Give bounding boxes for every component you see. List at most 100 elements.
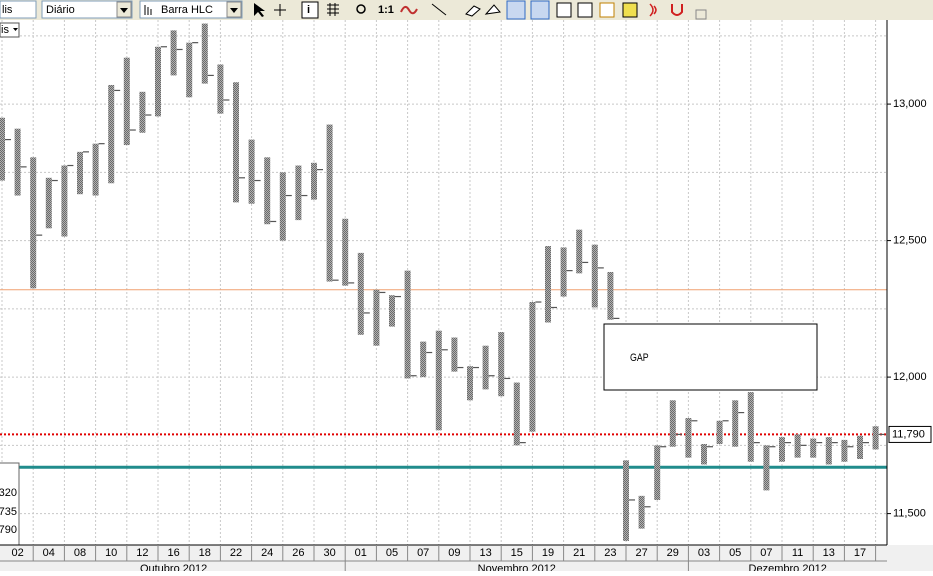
- hlc-bar: [529, 302, 536, 432]
- hlc-bar: [685, 418, 692, 458]
- hlc-bar: [810, 438, 817, 458]
- x-tick-label: 23: [604, 547, 616, 559]
- time-axis: [0, 545, 933, 571]
- hlc-bar: [669, 400, 676, 447]
- period-combo[interactable]: [41, 0, 133, 19]
- hlc-bar: [435, 330, 442, 431]
- hlc-bar: [607, 271, 614, 320]
- hlc-bar: [576, 229, 583, 274]
- x-tick-label: 21: [573, 547, 585, 559]
- hlc-bar: [404, 270, 411, 379]
- hlc-bar: [326, 124, 333, 282]
- hlc-bar: [451, 337, 458, 372]
- y-tick-label: 11,500: [893, 508, 926, 520]
- hlc-bar: [248, 139, 255, 204]
- x-tick-label: 22: [230, 547, 242, 559]
- indicator-tool[interactable]: [400, 6, 418, 15]
- hlc-bar: [872, 426, 879, 450]
- eraser-tool[interactable]: [465, 5, 481, 17]
- hlc-bar: [0, 117, 5, 181]
- hlc-bar: [279, 172, 286, 241]
- x-tick-label: 08: [74, 547, 86, 559]
- hlc-bar: [92, 143, 99, 196]
- x-tick-label: 04: [43, 547, 55, 559]
- template-tool[interactable]: [622, 2, 638, 18]
- x-tick-label: 17: [854, 547, 866, 559]
- price-axis: [887, 20, 933, 545]
- hlc-bar: [654, 445, 661, 500]
- sound-tool[interactable]: [649, 3, 657, 17]
- hlc-bar: [357, 252, 364, 335]
- x-tick-label: 13: [479, 547, 491, 559]
- hlc-bar: [763, 445, 770, 491]
- x-tick-label: 02: [11, 547, 23, 559]
- hlc-bar: [732, 400, 739, 447]
- hlc-bar: [825, 437, 832, 465]
- x-tick-label: 24: [261, 547, 273, 559]
- annotation-text: GAP: [630, 352, 649, 364]
- last-price-label: 11,790: [892, 428, 925, 440]
- template-tool[interactable]: [577, 2, 593, 18]
- template-tool[interactable]: [599, 2, 615, 18]
- hlc-bar: [108, 84, 115, 184]
- x-tick-label: 10: [105, 547, 117, 559]
- legend-text: 790: [0, 524, 17, 536]
- hlc-bar: [716, 420, 723, 444]
- hlc-bar: [498, 332, 505, 397]
- info-tool[interactable]: [301, 1, 319, 19]
- template-tool[interactable]: [556, 2, 572, 18]
- toolbar-menu[interactable]: [695, 9, 707, 20]
- chart-menu[interactable]: [0, 22, 20, 38]
- hlc-bar: [14, 128, 21, 196]
- hlc-bar: [264, 157, 271, 225]
- hlc-bar: [482, 345, 489, 390]
- hlc-bar: [170, 30, 177, 76]
- x-tick-label: 26: [292, 547, 304, 559]
- hlc-bar: [155, 46, 161, 117]
- hlc-bar: [186, 42, 193, 98]
- autoscale-tool[interactable]: [506, 0, 526, 20]
- x-tick-label: 29: [667, 547, 679, 559]
- cursor-link-tool[interactable]: [530, 0, 550, 20]
- shape-tool[interactable]: [484, 4, 501, 15]
- info-icon: i: [307, 4, 310, 16]
- hlc-bar: [61, 165, 68, 237]
- line-tool[interactable]: [431, 3, 447, 16]
- hlc-bar: [841, 439, 848, 462]
- x-tick-label: 30: [323, 547, 335, 559]
- hlc-bar: [123, 57, 130, 146]
- hlc-bar: [857, 435, 863, 460]
- hlc-bar: [513, 382, 520, 446]
- grid-tool[interactable]: [327, 3, 339, 16]
- zoom-ratio[interactable]: 1:1: [378, 4, 394, 16]
- x-tick-label: 16: [167, 547, 179, 559]
- annotation-box[interactable]: [603, 323, 818, 391]
- zoom-tool[interactable]: [356, 4, 366, 14]
- hlc-bar: [389, 295, 395, 327]
- x-tick-label: 05: [386, 547, 398, 559]
- hlc-bar: [295, 165, 302, 221]
- hlc-bar: [311, 162, 317, 200]
- hlc-bar: [591, 244, 598, 308]
- y-tick-label: 12,500: [893, 234, 927, 246]
- hlc-bar: [638, 495, 645, 529]
- plot-area: [0, 20, 887, 545]
- month-label: Novembro 2012: [478, 563, 556, 571]
- hlc-bar: [623, 460, 629, 541]
- cross-tool[interactable]: [274, 4, 286, 16]
- x-tick-label: 03: [698, 547, 710, 559]
- x-tick-label: 09: [448, 547, 460, 559]
- style-combo[interactable]: [139, 0, 243, 19]
- pointer-tool[interactable]: [254, 3, 265, 17]
- hlc-bar: [45, 177, 52, 229]
- magnet-tool[interactable]: [671, 4, 683, 16]
- hlc-bar: [701, 443, 707, 465]
- hlc-bar: [747, 392, 754, 462]
- x-tick-label: 13: [823, 547, 835, 559]
- symbol-combo[interactable]: [0, 0, 37, 19]
- hlc-bar: [201, 23, 208, 84]
- y-tick-label: 12,000: [893, 371, 927, 383]
- x-tick-label: 18: [199, 547, 211, 559]
- legend-text: 735: [0, 506, 17, 518]
